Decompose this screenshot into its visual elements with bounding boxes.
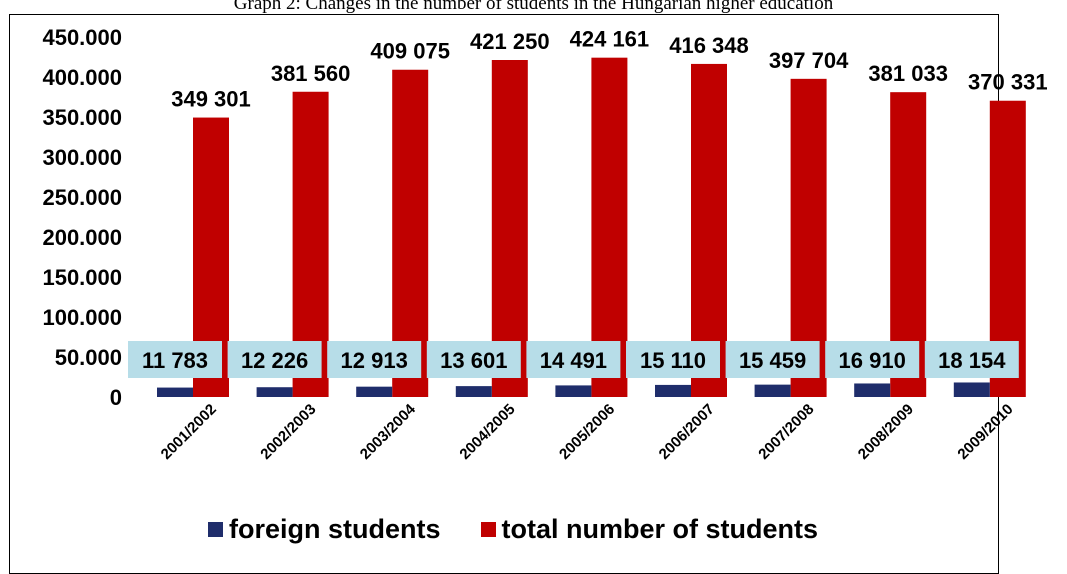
legend-item-foreign: foreign students (208, 514, 441, 545)
y-tick-label: 300.000 (42, 145, 122, 170)
y-tick-label: 400.000 (42, 65, 122, 90)
data-label-foreign-students: 13 601 (440, 348, 507, 373)
data-label-total-students: 416 348 (669, 33, 749, 58)
legend: foreign students total number of student… (208, 514, 858, 545)
y-tick-label: 250.000 (42, 185, 122, 210)
total-students-labels: 349 301 381 560 409 075 421 250 424 161 416 3… (171, 27, 1047, 112)
x-tick-label: 2003/2004 (357, 400, 420, 463)
data-label-box-foreign-students (327, 341, 422, 378)
y-axis-ticks: 0 50.000 100.000 150.000 200.000 250.000 300.0… (42, 25, 122, 410)
data-label-box-foreign-students (924, 341, 1019, 378)
data-label-total-students: 349 301 (171, 87, 251, 112)
bar-total-students (591, 57, 628, 397)
legend-label-total: total number of students (501, 514, 819, 544)
x-tick-label: 2004/2005 (456, 401, 518, 463)
bar-total-students (491, 60, 528, 397)
foreign-students-bars (157, 382, 990, 397)
data-label-foreign-students: 15 110 (640, 348, 706, 373)
legend-swatch-foreign (208, 522, 223, 537)
y-tick-label: 200.000 (42, 225, 122, 250)
legend-swatch-total (480, 522, 496, 537)
data-label-box-foreign-students (626, 341, 720, 378)
data-label-total-students: 397 704 (769, 48, 849, 73)
y-tick-label: 450.000 (42, 25, 122, 50)
legend-item-total: total number of students (480, 514, 819, 545)
data-label-total-students: 370 331 (968, 70, 1048, 95)
data-label-foreign-students: 12 913 (341, 348, 408, 373)
x-tick-label: 2009/2010 (954, 401, 1016, 463)
x-axis-ticks: 2001/2002 2002/2003 2003/2004 2004/2005 2005… (158, 400, 1017, 463)
data-label-foreign-students: 16 910 (839, 348, 906, 373)
data-label-total-students: 421 250 (470, 29, 550, 54)
chart-title: Graph 2: Changes in the number of studen… (233, 0, 834, 14)
data-label-foreign-students: 11 783 (142, 348, 208, 373)
y-tick-label: 50.000 (55, 345, 122, 370)
data-label-foreign-students: 18 154 (938, 348, 1006, 373)
bar-foreign-students (754, 384, 791, 397)
y-tick-label: 150.000 (42, 265, 122, 290)
y-tick-label: 350.000 (42, 105, 122, 130)
bar-foreign-students (854, 383, 891, 397)
data-label-foreign-students: 12 226 (241, 348, 308, 373)
data-label-box-foreign-students (725, 341, 820, 378)
y-tick-label: 100.000 (42, 305, 122, 330)
data-label-box-foreign-students (426, 341, 521, 378)
data-label-total-students: 409 075 (370, 39, 450, 64)
data-label-box-foreign-students (128, 341, 222, 378)
data-label-box-foreign-students (825, 341, 920, 378)
data-label-foreign-students: 15 459 (739, 348, 806, 373)
bar-foreign-students (356, 386, 393, 397)
data-label-total-students: 424 161 (570, 27, 650, 52)
x-tick-label: 2008/2009 (855, 401, 917, 463)
bar-foreign-students (256, 387, 293, 397)
bar-foreign-students (555, 385, 592, 397)
data-label-foreign-students: 14 491 (540, 348, 607, 373)
x-tick-label: 2001/2002 (158, 401, 220, 463)
bar-chart: 0 50.000 100.000 150.000 200.000 250.000 300.0… (42, 25, 1047, 463)
x-tick-label: 2005/2006 (556, 401, 618, 463)
foreign-students-labels: 11 783 12 226 12 913 13 601 14 491 15 110 15 4… (128, 341, 1019, 378)
bar-foreign-students (655, 384, 691, 397)
bar-foreign-students (157, 387, 193, 397)
data-label-total-students: 381 033 (868, 61, 948, 86)
legend-label-foreign: foreign students (229, 514, 441, 544)
x-tick-label: 2006/2007 (656, 401, 718, 463)
data-label-box-foreign-students (227, 341, 322, 378)
data-label-box-foreign-students (526, 341, 621, 378)
x-tick-label: 2002/2003 (257, 401, 319, 463)
bar-foreign-students (953, 382, 990, 397)
bar-foreign-students (455, 386, 492, 397)
y-tick-label: 0 (110, 385, 122, 410)
x-tick-label: 2007/2008 (755, 401, 817, 463)
data-label-total-students: 381 560 (271, 61, 351, 86)
